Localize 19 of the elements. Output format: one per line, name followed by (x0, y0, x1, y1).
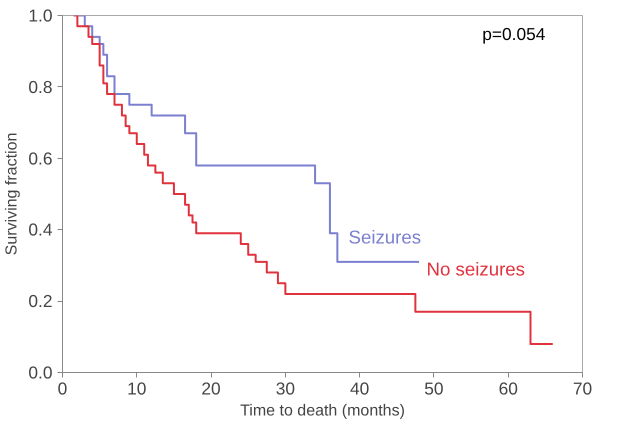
x-tick-label: 50 (424, 378, 444, 398)
y-tick-label: 0.6 (28, 148, 53, 168)
y-tick-label: 1.0 (28, 6, 53, 26)
series-label: No seizures (426, 258, 526, 280)
y-tick-label: 0.0 (28, 362, 53, 382)
x-tick-label: 20 (201, 378, 221, 398)
x-tick-label: 10 (127, 378, 146, 398)
y-tick-label: 0.8 (28, 76, 53, 97)
y-axis-title: Surviving fraction (3, 132, 20, 256)
y-tick-label: 0.4 (28, 220, 53, 240)
x-axis-title: Time to death (months) (240, 402, 405, 420)
x-tick-label: 30 (276, 378, 295, 398)
x-tick-label: 60 (498, 378, 518, 398)
x-tick-label: 0 (58, 378, 68, 398)
x-tick-label: 40 (350, 378, 370, 398)
x-tick-label: 70 (572, 378, 592, 398)
annotation: p=0.054 (482, 24, 546, 44)
series-label: Seizures (348, 226, 422, 248)
y-tick-label: 0.2 (28, 291, 53, 312)
